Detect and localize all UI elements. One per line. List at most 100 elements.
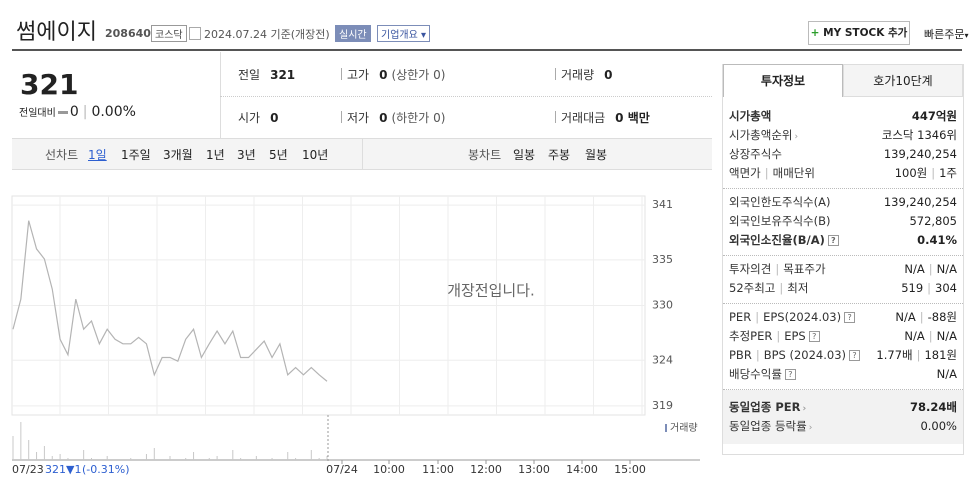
invest-panel: 투자정보 호가10단계 시가총액 447억원 시가총액순위 › 코스닥 1346위 상장주…	[722, 64, 964, 455]
mystock-button[interactable]: + MY STOCK 추가	[808, 21, 910, 45]
separator: |	[928, 262, 933, 276]
invest-label: PER | EPS(2024.03)?	[729, 308, 856, 327]
summary-label: 고가	[347, 68, 370, 82]
period-tab[interactable]: 3년	[237, 148, 256, 162]
summary-item: 시가 0	[238, 109, 278, 126]
tab-label[interactable]: 봉차트	[468, 148, 502, 162]
invest-label: 투자의견 | 목표주가	[729, 260, 826, 279]
label-part: 외국인소진율(B/A)	[729, 233, 825, 247]
invest-value: 139,240,254	[884, 145, 957, 164]
overview-label: 기업개요	[381, 30, 418, 41]
invest-label: 동일업종 등락률 ›	[729, 417, 812, 436]
realtime-button[interactable]: 실시간	[335, 25, 371, 42]
value-part: 0.41%	[917, 233, 957, 247]
separator: |	[775, 262, 780, 276]
value-part: 78.24배	[910, 400, 957, 414]
period-tab[interactable]: 10년	[302, 148, 329, 162]
y-tick-label: 319	[652, 399, 673, 412]
value-part: 코스닥 1346위	[881, 128, 957, 142]
overview-button[interactable]: 기업개요 ▾	[377, 25, 431, 42]
invest-row: PER | EPS(2024.03)? N/A | -88원	[729, 308, 957, 327]
period-tab[interactable]: 3개월	[163, 148, 193, 162]
invest-value: N/A | N/A	[904, 260, 957, 279]
y-tick-label: 330	[652, 299, 673, 312]
label-part: 시가총액순위	[729, 128, 793, 142]
separator: |	[776, 329, 781, 343]
invest-tab[interactable]: 호가10단계	[843, 64, 963, 97]
tab-label[interactable]: 선차트	[45, 148, 79, 162]
summary-sep	[555, 68, 556, 80]
summary-item: 전일 321	[238, 66, 295, 83]
invest-section: 외국인한도주식수(A) 139,240,254 외국인보유주식수(B) 572,805…	[723, 189, 963, 256]
help-icon: ?	[784, 369, 796, 380]
summary-label: 전일	[238, 68, 261, 82]
period-tab[interactable]: 1주일	[121, 148, 151, 162]
label-part: 외국인한도주식수(A)	[729, 195, 831, 209]
period-tab[interactable]: 1일	[88, 148, 107, 162]
invest-value: 78.24배	[910, 398, 957, 417]
invest-label: PBR | BPS (2024.03)?	[729, 346, 861, 365]
prev-close: 321	[45, 463, 66, 476]
separator: |	[916, 348, 921, 362]
x-tick-label: 11:00	[422, 463, 454, 476]
label-part: 최저	[787, 281, 809, 295]
change: 0	[69, 104, 79, 120]
quick-order[interactable]: 빠른주문▾	[924, 28, 969, 41]
invest-row: 상장주식수 139,240,254	[729, 145, 957, 164]
x-tick-label: 13:00	[518, 463, 550, 476]
y-tick-label: 324	[652, 353, 673, 366]
invest-value: 1.77배 | 181원	[876, 346, 957, 365]
value-part: N/A	[936, 329, 957, 343]
invest-value: 0.41%	[917, 231, 957, 250]
label-part: 매매단위	[772, 166, 815, 180]
volume-legend: 거래량	[670, 422, 698, 434]
invest-row: 액면가 | 매매단위 100원 | 1주	[729, 164, 957, 183]
summary-label: 시가	[238, 111, 261, 125]
invest-label: 액면가 | 매매단위	[729, 164, 815, 183]
x-tick-label: 14:00	[566, 463, 598, 476]
tab-divider	[362, 139, 363, 169]
invest-value: N/A | N/A	[904, 327, 957, 346]
candle-tab[interactable]: 주봉	[548, 148, 571, 162]
summary-value: 0	[379, 68, 388, 82]
separator: |	[755, 310, 760, 324]
summary-value: 0	[379, 111, 388, 125]
period-tab[interactable]: 5년	[269, 148, 288, 162]
summary-value: 321	[270, 68, 296, 82]
invest-value: 572,805	[909, 212, 957, 231]
separator: |	[755, 348, 760, 362]
x-tick-label: 12:00	[470, 463, 502, 476]
invest-tab[interactable]: 투자정보	[723, 64, 843, 97]
summary-item: 거래량 0	[561, 66, 612, 83]
summary-value: 0 백만	[615, 111, 650, 125]
invest-label: 상장주식수	[729, 145, 782, 164]
label-part: 목표주가	[783, 262, 826, 276]
quick-order-label: 빠른주문	[924, 28, 965, 41]
invest-section: 투자의견 | 목표주가 N/A | N/A 52주최고 | 최저 519 | 304	[723, 256, 963, 304]
invest-label: 추정PER | EPS?	[729, 327, 820, 346]
label-part: 시가총액	[729, 109, 772, 123]
value-part: -88원	[927, 310, 957, 324]
y-tick-label: 341	[652, 198, 673, 211]
label-part: 동일업종 PER	[729, 400, 801, 414]
period-tab[interactable]: 1년	[206, 148, 225, 162]
link-arrow: ›	[808, 423, 813, 433]
x-tick-label: 10:00	[373, 463, 405, 476]
invest-value: 519 | 304	[901, 279, 957, 298]
candle-tab[interactable]: 월봉	[585, 148, 608, 162]
invest-sections: 시가총액 447억원 시가총액순위 › 코스닥 1346위 상장주식수 139,240,25…	[723, 97, 963, 444]
invest-value: 0.00%	[920, 417, 957, 436]
invest-label: 시가총액순위 ›	[729, 126, 798, 145]
invest-label: 외국인보유주식수(B)	[729, 212, 831, 231]
summary-note: (하한가 0)	[391, 111, 446, 125]
value-part: 0.00%	[920, 419, 957, 433]
summary-sep	[555, 111, 556, 123]
candle-tab[interactable]: 일봉	[513, 148, 536, 162]
invest-row: PBR | BPS (2024.03)? 1.77배 | 181원	[729, 346, 957, 365]
summary-label: 거래량	[561, 68, 595, 82]
invest-value: N/A	[937, 365, 957, 384]
change-rate: 0.00%	[91, 104, 136, 120]
change-row: 전일대비 0 | 0.00%	[19, 104, 136, 120]
invest-row: 시가총액 447억원	[729, 107, 957, 126]
price-box	[12, 52, 221, 138]
